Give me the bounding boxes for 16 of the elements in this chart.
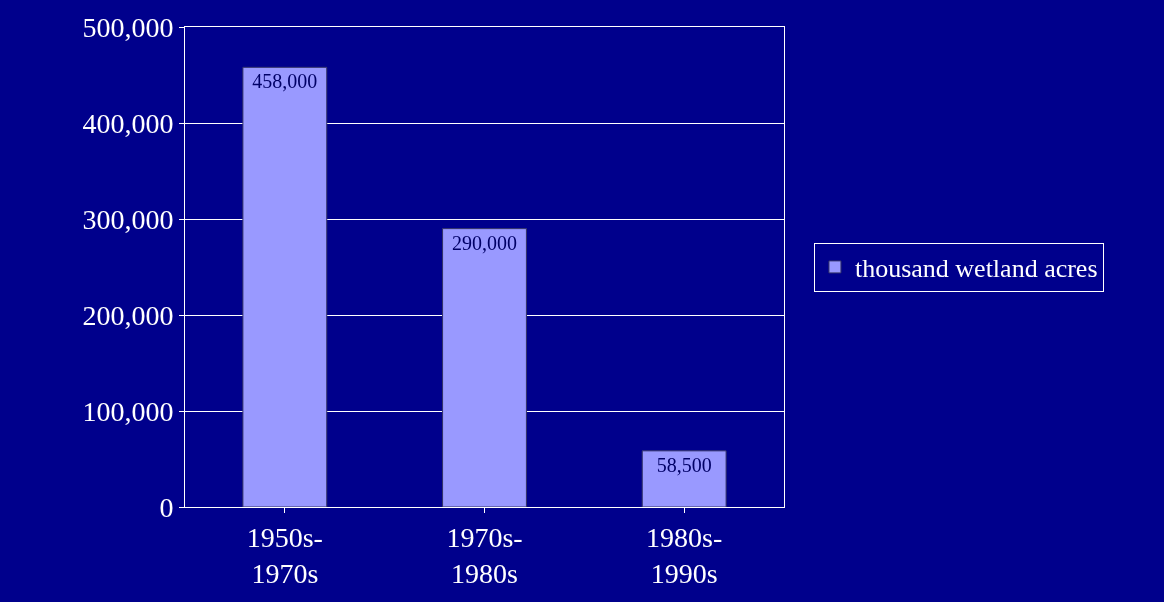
x-tick-label: 1980s-1990s — [646, 521, 723, 589]
data-label: 290,000 — [452, 231, 517, 254]
bar — [242, 66, 328, 507]
y-tick-label: 0 — [159, 491, 174, 523]
x-tick-label: 1970s-1980s — [446, 521, 523, 589]
x-tick-label: 1950s-1970s — [246, 521, 323, 589]
y-tick-label: 500,000 — [82, 11, 174, 43]
y-tick-label: 400,000 — [82, 107, 174, 139]
y-tick-label: 300,000 — [82, 203, 174, 235]
legend-label: thousand wetland acres — [854, 254, 1098, 284]
bar — [641, 450, 727, 507]
bar — [442, 228, 527, 507]
y-tick-label: 200,000 — [82, 299, 174, 331]
y-tick-label: 100,000 — [82, 395, 174, 427]
data-label: 58,500 — [656, 453, 712, 476]
data-label: 458,000 — [252, 70, 318, 93]
